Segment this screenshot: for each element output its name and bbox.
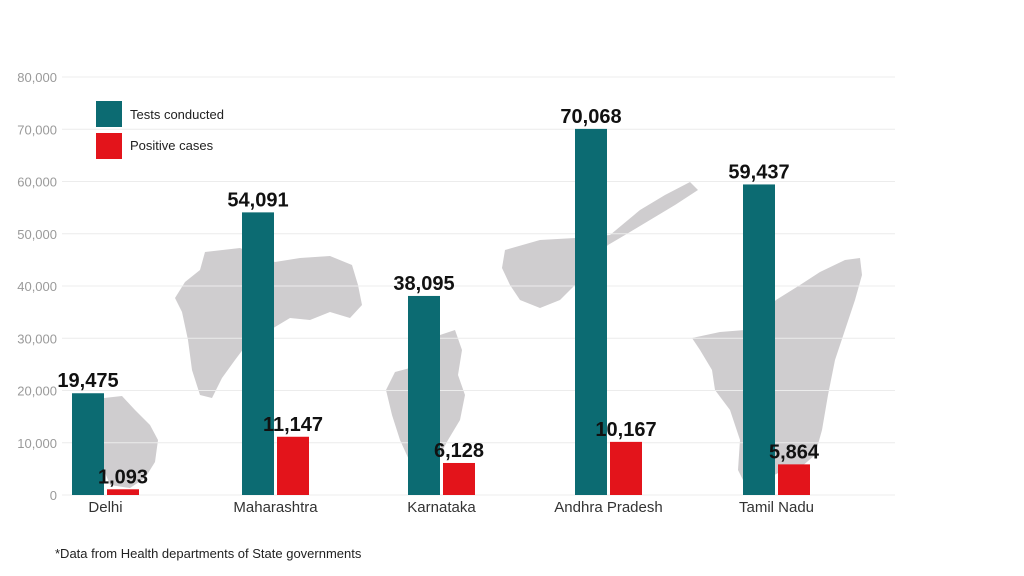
category-label: Andhra Pradesh (554, 499, 662, 516)
y-tick-label: 50,000 (17, 227, 57, 242)
bar-tests-maharashtra (242, 212, 274, 496)
bar-positive-tamil-nadu (778, 464, 810, 495)
legend: Tests conducted Positive cases (96, 101, 224, 159)
footnote: *Data from Health departments of State g… (55, 546, 362, 561)
category-label: Maharashtra (233, 499, 318, 516)
data-label: 5,864 (769, 441, 820, 463)
bar-tests-tamil-nadu (743, 184, 775, 495)
bar-tests-andhra-pradesh (575, 128, 607, 495)
bar-tests-delhi (72, 393, 104, 495)
tamil-nadu-map (692, 258, 862, 490)
y-tick-label: 80,000 (17, 70, 57, 85)
data-label: 11,147 (263, 414, 323, 436)
data-label: 59,437 (728, 161, 789, 183)
y-tick-label: 20,000 (17, 384, 57, 399)
data-label: 10,167 (595, 419, 656, 441)
y-tick-label: 70,000 (17, 122, 57, 137)
data-label: 19,475 (57, 370, 118, 392)
legend-swatch-positive (96, 133, 122, 159)
y-tick-label: 40,000 (17, 279, 57, 294)
category-label: Tamil Nadu (739, 499, 814, 516)
y-tick-label: 10,000 (17, 436, 57, 451)
data-label: 70,068 (560, 106, 621, 128)
bar-positive-maharashtra (277, 436, 309, 495)
data-label: 1,093 (98, 466, 148, 488)
bar-positive-andhra-pradesh (610, 441, 642, 495)
x-axis-categories: Delhi Maharashtra Karnataka Andhra Pradesh T… (88, 499, 814, 516)
category-label: Karnataka (407, 499, 476, 516)
delhi-map (104, 396, 158, 488)
data-label: 54,091 (227, 189, 288, 211)
legend-label-positive: Positive cases (130, 138, 214, 153)
bars: 19,475 1,093 54,091 11,147 38,095 6,128 70,068… (57, 106, 820, 496)
y-axis-ticks: 0 10,000 20,000 30,000 40,000 50,000 60,000 70,… (17, 70, 57, 503)
y-tick-label: 30,000 (17, 331, 57, 346)
data-label: 6,128 (434, 440, 484, 462)
y-tick-label: 0 (50, 488, 57, 503)
legend-label-tests: Tests conducted (130, 107, 224, 122)
legend-swatch-tests (96, 101, 122, 127)
category-label: Delhi (88, 499, 122, 516)
bar-positive-delhi (107, 489, 139, 495)
data-label: 38,095 (393, 273, 454, 295)
bar-positive-karnataka (443, 462, 475, 495)
y-tick-label: 60,000 (17, 175, 57, 190)
bar-tests-karnataka (408, 295, 440, 495)
